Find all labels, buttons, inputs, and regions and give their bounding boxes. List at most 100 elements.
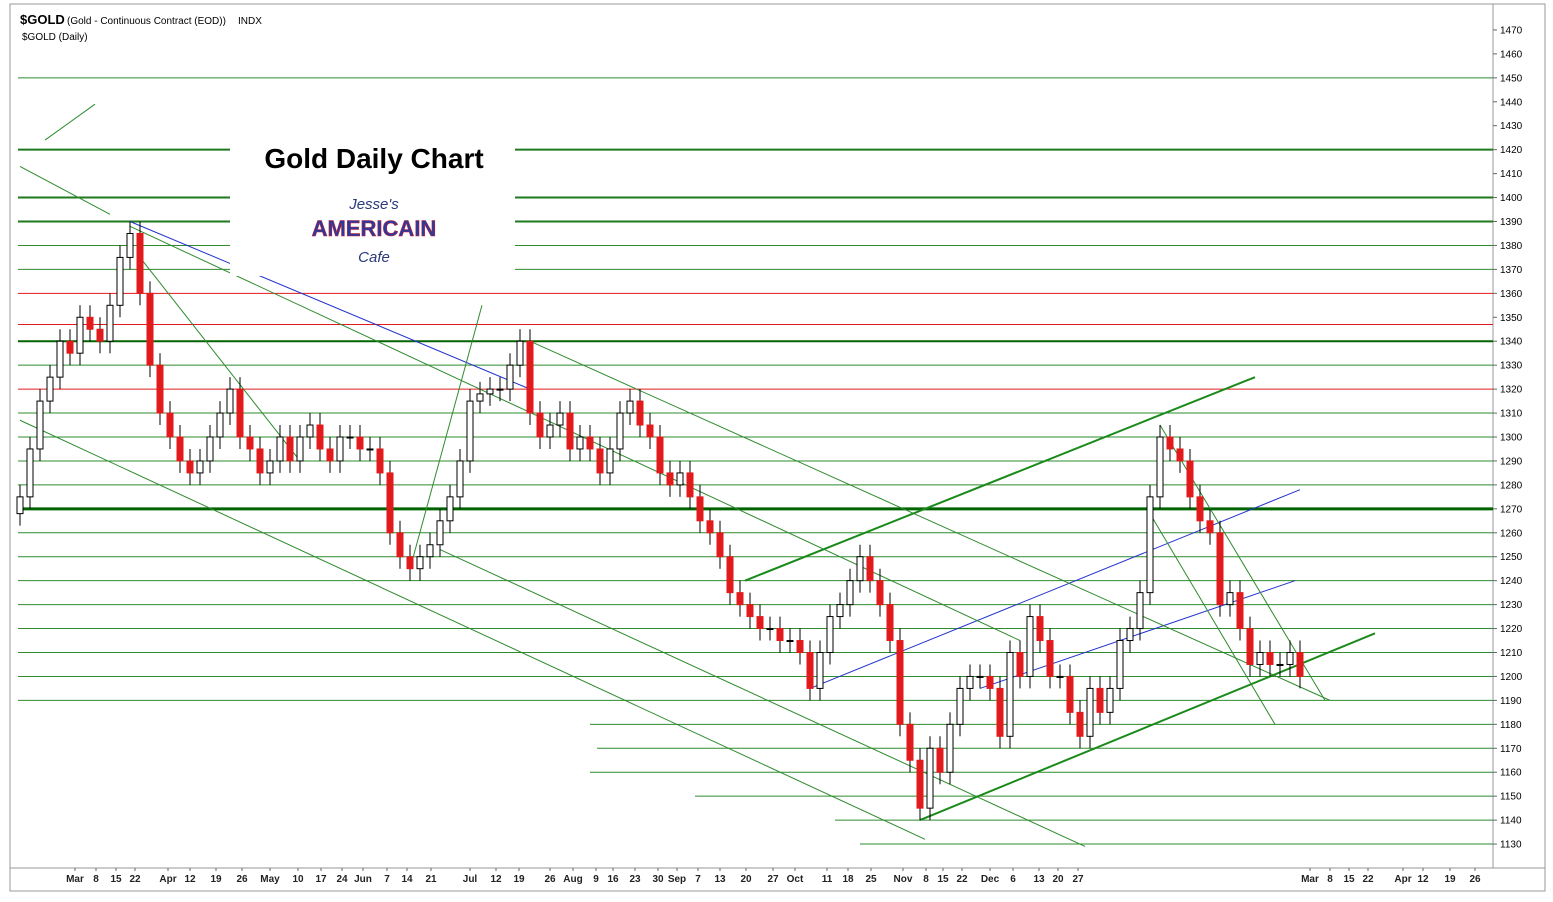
candle-body — [1136, 592, 1144, 630]
x-tick-label: 13 — [714, 874, 726, 885]
candle-body — [936, 747, 944, 773]
candle-body — [336, 436, 344, 462]
x-tick-label: Apr — [1394, 874, 1411, 885]
exchange: INDX — [238, 16, 262, 27]
x-tick-label: 22 — [1362, 874, 1374, 885]
x-tick-label: Apr — [159, 874, 176, 885]
x-tick-label: Aug — [563, 874, 582, 885]
candle-body — [806, 652, 814, 689]
candle-body — [1046, 640, 1054, 677]
candle-body — [166, 412, 174, 438]
candle-body — [456, 460, 464, 498]
trend-line — [439, 549, 1086, 847]
x-tick-label: 9 — [593, 874, 599, 885]
candle-body — [26, 448, 34, 498]
candle-body — [1186, 460, 1194, 498]
y-tick-label: 1360 — [1500, 289, 1523, 300]
candle-body — [506, 364, 514, 390]
candle-body — [786, 640, 794, 643]
x-tick-label: May — [260, 874, 280, 885]
candle-body — [46, 376, 54, 402]
y-tick-label: 1340 — [1500, 337, 1523, 348]
candle-body — [256, 448, 264, 474]
y-tick-label: 1330 — [1500, 361, 1523, 372]
x-tick-label: 19 — [210, 874, 222, 885]
candle-body — [976, 675, 984, 678]
candle-body — [526, 340, 534, 414]
candle-body — [116, 256, 124, 306]
candle-body — [156, 364, 164, 414]
candle-body — [296, 436, 304, 462]
x-tick-label: 25 — [865, 874, 877, 885]
candle-body — [376, 448, 384, 474]
candle-body — [766, 628, 774, 631]
x-tick-label: 12 — [1417, 874, 1429, 885]
candle-body — [176, 436, 184, 462]
candle-body — [1146, 496, 1154, 594]
candle-body — [356, 436, 364, 450]
x-tick-label: 15 — [937, 874, 949, 885]
candle-body — [76, 316, 84, 354]
y-tick-label: 1470 — [1500, 25, 1523, 36]
y-tick-label: 1300 — [1500, 433, 1523, 444]
description: (Gold - Continuous Contract (EOD)) — [67, 16, 226, 27]
candle-body — [1126, 628, 1134, 642]
candle-body — [1066, 675, 1074, 713]
candle-body — [756, 616, 764, 630]
candle-body — [956, 687, 964, 725]
candle-body — [316, 424, 324, 450]
x-tick-label: 10 — [292, 874, 304, 885]
candle-body — [366, 448, 374, 451]
x-tick-label: 12 — [184, 874, 196, 885]
trend-line — [129, 221, 531, 390]
candle-body — [56, 340, 64, 378]
candle-body — [286, 436, 294, 462]
x-tick-label: 20 — [740, 874, 752, 885]
candle-body — [446, 496, 454, 522]
candle-body — [1196, 496, 1204, 522]
logo-line: Jesse's — [348, 196, 399, 213]
candle-body — [1086, 687, 1094, 737]
y-tick-label: 1210 — [1500, 648, 1523, 659]
logo-line: Cafe — [358, 249, 390, 266]
y-tick-label: 1140 — [1500, 816, 1522, 827]
candle-body — [866, 556, 874, 582]
y-tick-label: 1390 — [1500, 217, 1523, 228]
candle-body — [106, 304, 114, 342]
candle-body — [886, 604, 894, 642]
candle-body — [966, 675, 974, 689]
x-tick-label: Mar — [1301, 874, 1319, 885]
candle-body — [536, 412, 544, 438]
candle-body — [876, 580, 884, 606]
x-tick-label: Jul — [463, 874, 478, 885]
x-tick-label: 19 — [513, 874, 525, 885]
candle-body — [66, 340, 74, 354]
candle-body — [726, 556, 734, 594]
y-tick-label: 1240 — [1500, 576, 1523, 587]
candle-body — [986, 675, 994, 689]
candle-body — [1256, 652, 1264, 665]
candle-body — [546, 424, 554, 438]
candle-body — [776, 628, 784, 642]
x-tick-label: 11 — [822, 874, 833, 885]
candle-body — [136, 232, 144, 294]
y-tick-label: 1290 — [1500, 456, 1523, 467]
y-tick-label: 1150 — [1500, 792, 1522, 803]
x-tick-label: 8 — [93, 874, 99, 885]
candle-body — [896, 640, 904, 725]
legend-label: $GOLD (Daily) — [22, 32, 88, 43]
x-tick-label: 27 — [767, 874, 779, 885]
trend-line — [19, 165, 111, 215]
x-tick-label: 22 — [129, 874, 141, 885]
candle-body — [916, 759, 924, 809]
candle-body — [326, 448, 334, 462]
y-tick-label: 1450 — [1500, 73, 1523, 84]
candle-body — [516, 340, 524, 366]
y-tick-label: 1160 — [1500, 768, 1522, 779]
y-tick-label: 1320 — [1500, 385, 1523, 396]
candle-body — [856, 556, 864, 582]
candle-body — [796, 640, 804, 653]
candle-body — [1016, 652, 1024, 677]
